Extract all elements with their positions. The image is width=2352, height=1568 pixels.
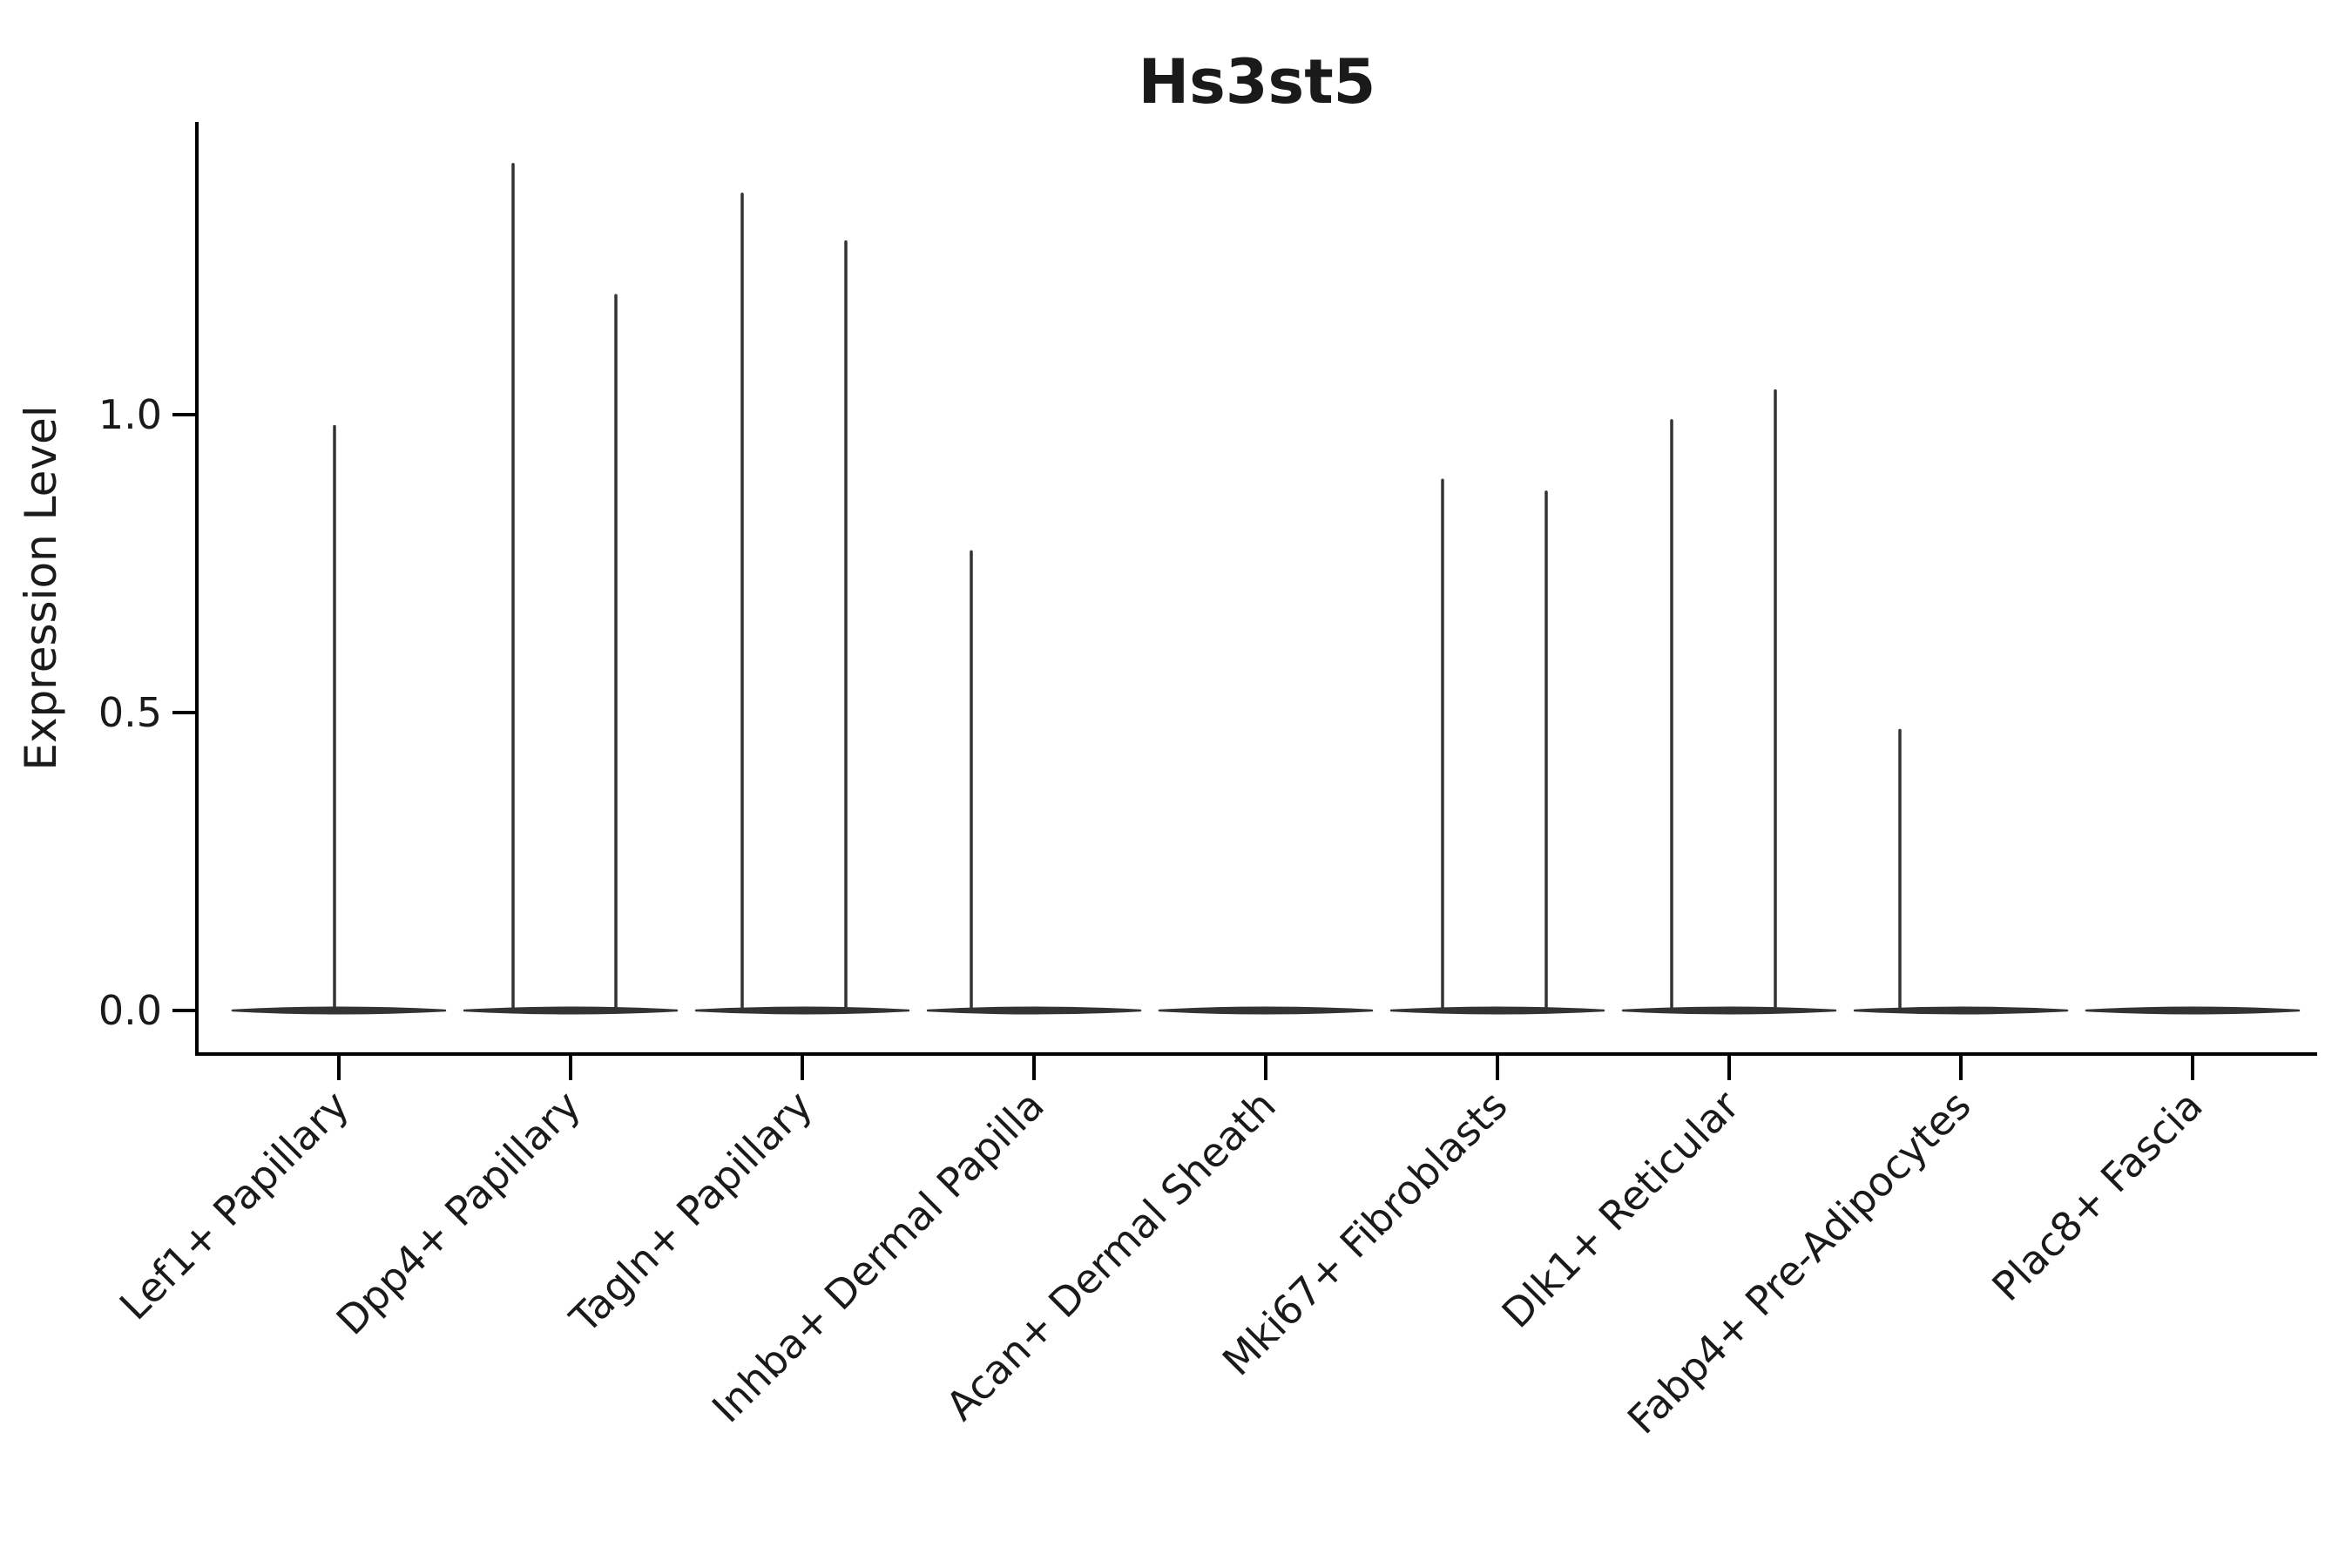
violin-body <box>694 1006 910 1015</box>
violin-body <box>1853 1006 2069 1015</box>
violin-body <box>1389 1006 1605 1015</box>
y-tick-label: 0.5 <box>98 689 162 736</box>
violin-body <box>1621 1006 1837 1015</box>
violin-body <box>2085 1006 2301 1015</box>
x-tick-label: Dlk1+ Reticular <box>1493 1082 1748 1337</box>
y-tick-label: 1.0 <box>98 391 162 438</box>
x-tick-label: Lef1+ Papillary <box>111 1082 358 1329</box>
x-tick-label: Tagln+ Papillary <box>560 1082 821 1343</box>
violin-body <box>463 1006 679 1015</box>
violin-body <box>231 1006 447 1015</box>
x-tick-label: Dpp4+ Papillary <box>328 1082 590 1344</box>
violin-body <box>1158 1006 1374 1015</box>
x-tick-label: Plac8+ Fascia <box>1983 1082 2211 1310</box>
chart-title: Hs3st5 <box>1139 46 1376 118</box>
violin-body <box>926 1006 1142 1015</box>
y-axis-label: Expression Level <box>16 405 66 770</box>
y-tick-label: 0.0 <box>98 987 162 1034</box>
